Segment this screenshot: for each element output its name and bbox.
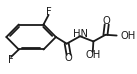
Text: O: O: [103, 16, 111, 26]
Text: HN: HN: [73, 29, 88, 39]
Text: O: O: [65, 53, 72, 63]
Text: F: F: [8, 55, 13, 65]
Text: OH: OH: [121, 30, 136, 41]
Text: OH: OH: [85, 50, 100, 60]
Text: F: F: [46, 7, 52, 17]
